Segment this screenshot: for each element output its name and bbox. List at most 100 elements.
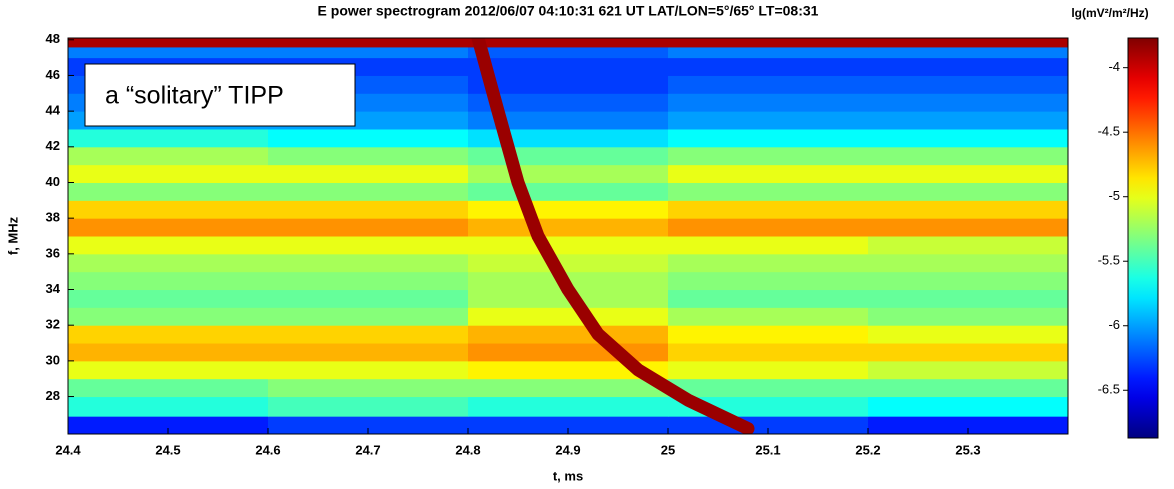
cell xyxy=(468,146,669,166)
cell xyxy=(268,396,469,417)
x-tick-label: 24.7 xyxy=(355,442,380,457)
cell xyxy=(268,146,469,166)
cell xyxy=(68,146,269,166)
colorbar-tick-label: -5.5 xyxy=(1098,253,1120,268)
x-tick-label: 24.4 xyxy=(55,442,81,457)
cell xyxy=(268,46,469,59)
cell xyxy=(868,93,1068,112)
cell xyxy=(68,396,269,417)
x-axis-label: t, ms xyxy=(553,468,583,483)
y-tick-label: 40 xyxy=(46,174,60,189)
cell xyxy=(268,128,469,148)
y-tick-label: 30 xyxy=(46,352,60,367)
cell xyxy=(668,360,869,380)
y-tick-label: 42 xyxy=(46,138,60,153)
cell xyxy=(868,57,1068,76)
cell xyxy=(268,416,469,434)
cell xyxy=(868,325,1068,344)
cell xyxy=(68,307,269,326)
y-tick-label: 48 xyxy=(46,31,60,46)
cell xyxy=(868,253,1068,273)
colorbar-label: lg(mV²/m²/Hz) xyxy=(1071,6,1148,20)
cell xyxy=(268,325,469,344)
x-tick-label: 25.3 xyxy=(955,442,980,457)
cell xyxy=(268,378,469,398)
cell xyxy=(868,75,1068,94)
cell xyxy=(68,343,269,362)
cell xyxy=(868,182,1068,201)
cell xyxy=(268,236,469,255)
cell xyxy=(468,75,669,94)
y-tick-label: 44 xyxy=(46,103,61,118)
cell xyxy=(468,253,669,273)
cell xyxy=(668,218,869,237)
cell xyxy=(668,307,869,326)
cell xyxy=(668,182,869,201)
annotation-box xyxy=(84,63,356,127)
y-tick-label: 32 xyxy=(46,317,60,332)
cell xyxy=(668,128,869,148)
cell xyxy=(468,111,669,130)
cell xyxy=(868,271,1068,291)
cell xyxy=(868,307,1068,326)
cell xyxy=(868,146,1068,166)
cell xyxy=(468,378,669,398)
cell xyxy=(868,396,1068,417)
colorbar-tick-label: -6.5 xyxy=(1098,382,1120,397)
x-tick-label: 24.5 xyxy=(155,442,180,457)
cell xyxy=(468,200,669,219)
cell xyxy=(468,182,669,201)
cell xyxy=(668,271,869,291)
colorbar-tick-label: -4.5 xyxy=(1098,124,1120,139)
cell xyxy=(868,164,1068,183)
cell xyxy=(668,236,869,255)
cell xyxy=(668,289,869,308)
y-tick-label: 36 xyxy=(46,245,60,260)
x-tick-label: 24.6 xyxy=(255,442,280,457)
chart-title: E power spectrogram 2012/06/07 04:10:31 … xyxy=(318,3,819,19)
cell xyxy=(668,325,869,344)
cell xyxy=(268,253,469,273)
cell xyxy=(468,416,669,434)
cell xyxy=(868,378,1068,398)
cell xyxy=(68,182,269,201)
colorbar-tick-label: -4 xyxy=(1108,59,1120,74)
cell xyxy=(668,75,869,94)
cell xyxy=(468,343,669,362)
cell xyxy=(68,236,269,255)
cell xyxy=(868,38,1068,48)
cell xyxy=(668,111,869,130)
cell xyxy=(68,325,269,344)
cell xyxy=(468,128,669,148)
cell xyxy=(868,200,1068,219)
cell xyxy=(68,164,269,183)
x-tick-label: 24.9 xyxy=(555,442,580,457)
cell xyxy=(668,253,869,273)
cell xyxy=(668,38,869,48)
colorbar-tick-label: -6 xyxy=(1108,317,1120,332)
cell xyxy=(268,289,469,308)
cell xyxy=(468,396,669,417)
cell xyxy=(268,343,469,362)
x-tick-label: 25 xyxy=(661,442,675,457)
y-tick-label: 38 xyxy=(46,210,60,225)
cell xyxy=(468,38,669,48)
colorbar-tick-label: -5 xyxy=(1108,188,1120,203)
cell xyxy=(268,164,469,183)
cell xyxy=(868,289,1068,308)
cell xyxy=(668,46,869,59)
cell xyxy=(468,307,669,326)
cell xyxy=(868,46,1068,59)
cell xyxy=(268,360,469,380)
cell xyxy=(268,307,469,326)
cell xyxy=(868,218,1068,237)
cell xyxy=(68,38,269,48)
y-tick-label: 46 xyxy=(46,67,60,82)
spectrogram xyxy=(68,38,1068,434)
cell xyxy=(668,93,869,112)
cell xyxy=(868,111,1068,130)
cell xyxy=(68,289,269,308)
cell xyxy=(668,164,869,183)
colorbar xyxy=(1127,37,1159,439)
